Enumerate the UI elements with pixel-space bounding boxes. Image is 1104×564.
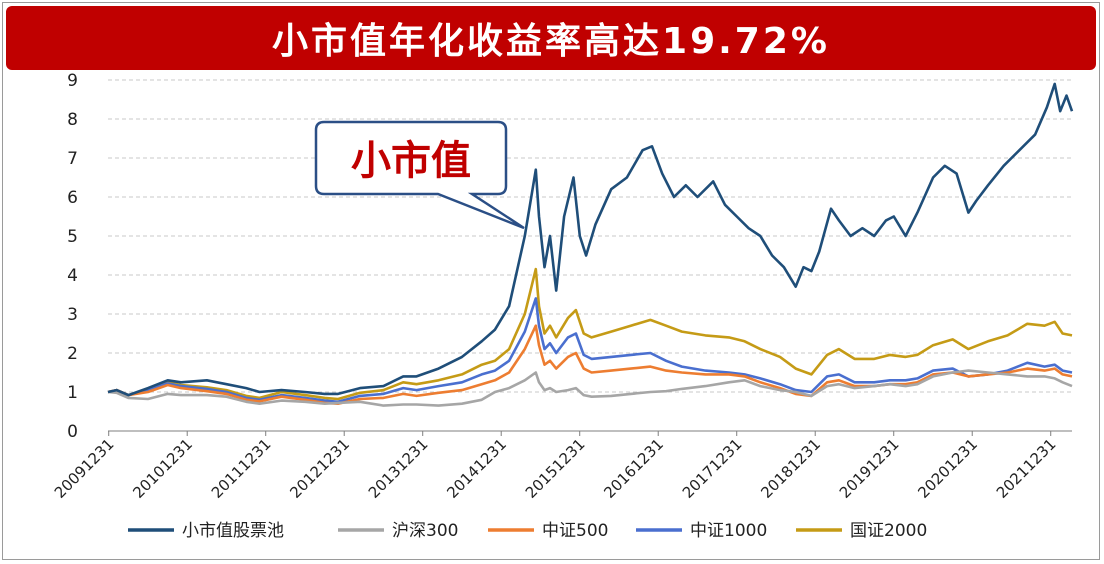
callout-label: 小市值: [351, 138, 471, 184]
legend: 小市值股票池 沪深300 中证500 中证1000 国证2000: [128, 521, 927, 541]
x-tick-label: 20091231: [51, 435, 118, 502]
series-line: [107, 297, 1073, 404]
x-tick-label: 20101231: [129, 435, 196, 502]
y-tick-label: 4: [67, 266, 78, 286]
legend-label: 小市值股票池: [182, 521, 284, 541]
legend-label: 中证500: [542, 521, 608, 541]
callout: 小市值: [314, 120, 525, 230]
series-lines: [107, 82, 1074, 407]
series-line: [107, 324, 1073, 405]
x-tick-label: 20211231: [993, 435, 1060, 502]
x-tick-label: 20131231: [365, 435, 432, 502]
x-tick-label: 20151231: [522, 435, 589, 502]
legend-label: 沪深300: [392, 521, 458, 541]
x-tick-label: 20181231: [757, 435, 824, 502]
page-title: 小市值年化收益率高达19.72%: [272, 21, 830, 62]
callout-bubble: [314, 120, 525, 230]
x-tick-label: 20171231: [679, 435, 746, 502]
x-tick-label: 20121231: [286, 435, 353, 502]
legend-label: 国证2000: [850, 521, 927, 541]
y-tick-label: 2: [67, 344, 78, 364]
x-tick-label: 20141231: [443, 435, 510, 502]
y-tick-label: 3: [67, 305, 78, 325]
y-tick-label: 5: [67, 227, 78, 247]
x-tick-label: 20191231: [836, 435, 903, 502]
title-banner: 小市值年化收益率高达19.72%: [6, 6, 1096, 70]
y-tick-label: 6: [67, 188, 78, 208]
x-tick-label: 20201231: [914, 435, 981, 502]
y-tick-label: 7: [67, 149, 78, 169]
axes: 0 1 2 3 4 5 6 7 8 9 20091231 20101231 20111231 201212…: [51, 71, 1072, 502]
series-line: [107, 82, 1074, 397]
y-tick-label: 0: [67, 422, 78, 442]
y-tick-label: 1: [67, 383, 78, 403]
series-line: [107, 369, 1073, 407]
x-tick-label: 20111231: [208, 435, 275, 502]
series-line: [107, 267, 1073, 401]
y-tick-label: 8: [67, 110, 78, 130]
x-tick-label: 20161231: [600, 435, 667, 502]
legend-label: 中证1000: [690, 521, 767, 541]
y-tick-label: 9: [67, 71, 78, 91]
grid-lines: [108, 79, 1072, 393]
